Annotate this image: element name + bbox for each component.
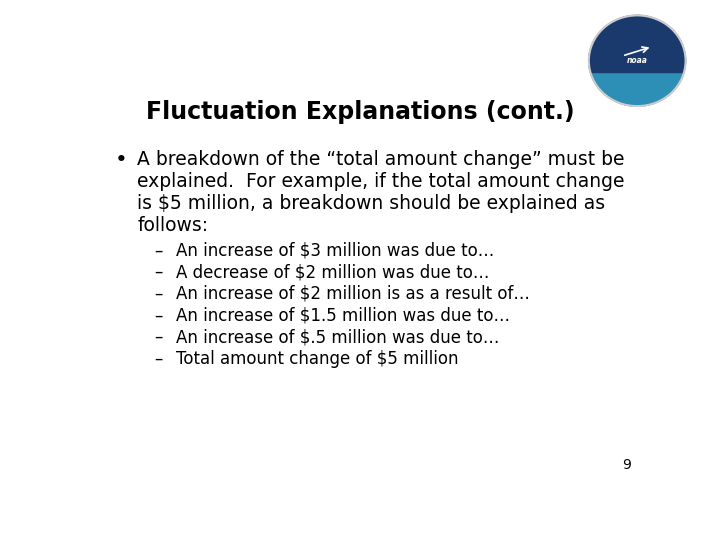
Text: An increase of $2 million is as a result of…: An increase of $2 million is as a result… — [176, 285, 531, 303]
Polygon shape — [589, 50, 685, 72]
Text: 9: 9 — [622, 458, 631, 472]
Text: An increase of $.5 million was due to…: An increase of $.5 million was due to… — [176, 328, 500, 346]
Text: –: – — [154, 328, 163, 346]
Text: follows:: follows: — [138, 216, 209, 235]
Text: –: – — [154, 349, 163, 368]
Text: noaa: noaa — [627, 56, 647, 65]
Text: –: – — [154, 285, 163, 303]
Text: •: • — [115, 150, 128, 170]
Text: explained.  For example, if the total amount change: explained. For example, if the total amo… — [138, 172, 625, 191]
Text: –: – — [154, 263, 163, 281]
Text: –: – — [154, 241, 163, 260]
Text: An increase of $3 million was due to…: An increase of $3 million was due to… — [176, 241, 495, 260]
Text: Fluctuation Explanations (cont.): Fluctuation Explanations (cont.) — [145, 100, 575, 124]
Text: A breakdown of the “total amount change” must be: A breakdown of the “total amount change”… — [138, 150, 625, 169]
Text: A decrease of $2 million was due to…: A decrease of $2 million was due to… — [176, 263, 490, 281]
Text: –: – — [154, 306, 163, 325]
Polygon shape — [589, 60, 685, 106]
Circle shape — [589, 15, 685, 106]
Text: An increase of $1.5 million was due to…: An increase of $1.5 million was due to… — [176, 306, 510, 325]
Text: Total amount change of $5 million: Total amount change of $5 million — [176, 349, 459, 368]
Text: is $5 million, a breakdown should be explained as: is $5 million, a breakdown should be exp… — [138, 194, 606, 213]
